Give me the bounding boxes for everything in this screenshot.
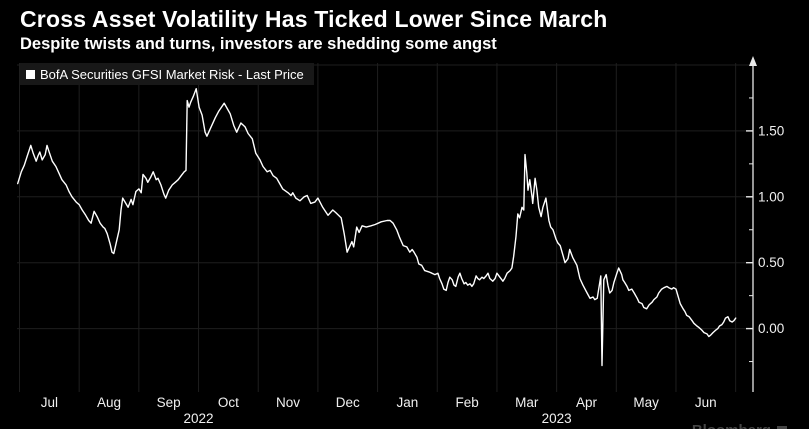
x-year-label: 2023 — [542, 411, 572, 426]
x-month-label: Dec — [336, 395, 360, 410]
legend-swatch-icon — [26, 69, 35, 79]
x-month-label: Jan — [397, 395, 419, 410]
x-month-label: Jun — [695, 395, 717, 410]
x-month-label: Jul — [41, 395, 58, 410]
y-tick-label: 0.00 — [758, 321, 784, 336]
x-month-label: Nov — [276, 395, 300, 410]
x-month-label: Oct — [218, 395, 239, 410]
y-tick-label: 1.00 — [758, 189, 784, 204]
legend: BofA Securities GFSI Market Risk - Last … — [20, 63, 314, 85]
y-tick-label: 1.50 — [758, 123, 784, 138]
x-year-label: 2022 — [184, 411, 214, 426]
x-month-label: Mar — [515, 395, 539, 410]
x-month-label: May — [633, 395, 659, 410]
watermark-text: Bloomberg — [692, 422, 771, 429]
chart-subtitle: Despite twists and turns, investors are … — [20, 35, 497, 53]
price-line — [17, 87, 737, 367]
x-month-label: Sep — [157, 395, 181, 410]
x-month-label: Apr — [576, 395, 598, 410]
legend-label: BofA Securities GFSI Market Risk - Last … — [40, 66, 304, 82]
y-axis-arrow-icon — [749, 56, 757, 66]
watermark-logo-icon — [777, 425, 787, 429]
chart-title: Cross Asset Volatility Has Ticked Lower … — [20, 6, 608, 32]
bloomberg-watermark: Bloomberg — [692, 422, 787, 429]
x-month-label: Feb — [455, 395, 478, 410]
y-tick-label: 0.50 — [758, 255, 784, 270]
x-month-label: Aug — [97, 395, 121, 410]
